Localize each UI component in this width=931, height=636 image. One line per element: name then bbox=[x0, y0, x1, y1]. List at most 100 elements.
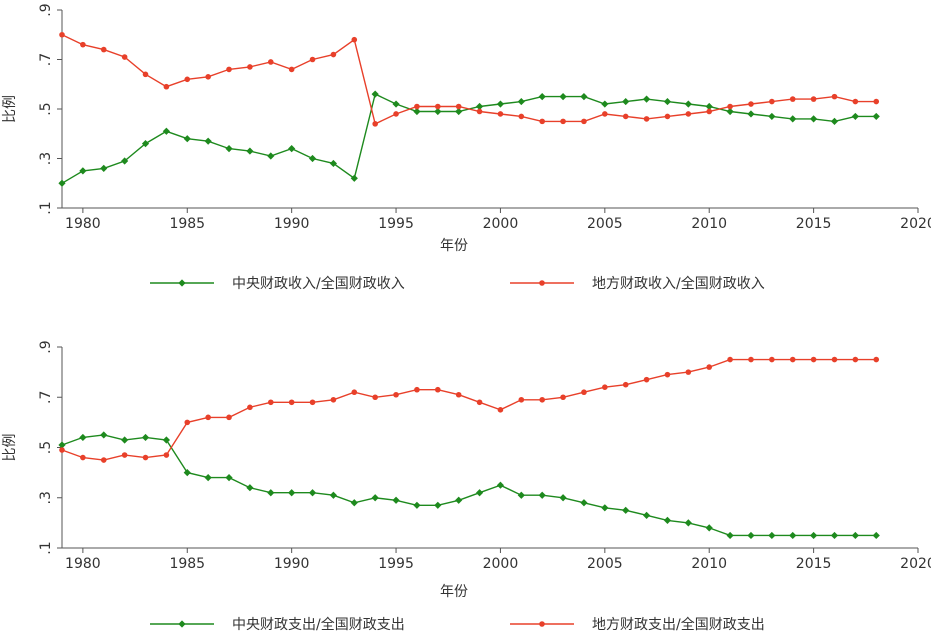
data-point bbox=[121, 54, 128, 60]
data-point bbox=[789, 115, 797, 123]
data-point bbox=[100, 164, 108, 172]
data-point bbox=[560, 394, 566, 401]
data-point bbox=[873, 98, 880, 105]
data-point bbox=[789, 356, 796, 363]
data-point bbox=[622, 113, 629, 120]
data-point bbox=[747, 110, 755, 118]
series-1 bbox=[58, 431, 880, 540]
data-point bbox=[58, 179, 66, 187]
x-tick-label: 1985 bbox=[169, 556, 205, 572]
data-point bbox=[872, 531, 880, 540]
data-point bbox=[184, 76, 191, 83]
y-tick-label: .7 bbox=[38, 53, 54, 66]
data-point bbox=[810, 531, 818, 540]
data-point bbox=[538, 93, 546, 101]
data-point bbox=[684, 519, 692, 527]
y-tick-label: .1 bbox=[38, 541, 54, 554]
data-point bbox=[414, 386, 420, 393]
data-point bbox=[267, 399, 274, 406]
data-point bbox=[309, 56, 316, 63]
data-point bbox=[329, 159, 338, 168]
series-1 bbox=[58, 90, 880, 187]
data-point bbox=[622, 506, 630, 514]
data-point bbox=[518, 396, 525, 403]
data-point bbox=[539, 118, 545, 125]
data-point bbox=[413, 501, 421, 509]
x-tick-label: 2005 bbox=[587, 216, 623, 232]
data-point bbox=[538, 491, 546, 499]
data-point bbox=[581, 389, 587, 396]
data-point bbox=[288, 66, 295, 73]
data-point bbox=[393, 391, 399, 398]
data-point bbox=[413, 107, 421, 116]
data-point bbox=[769, 98, 775, 105]
data-point bbox=[225, 145, 233, 153]
data-point bbox=[769, 356, 775, 363]
data-point bbox=[163, 452, 170, 458]
data-point bbox=[727, 356, 733, 363]
data-point bbox=[351, 36, 358, 43]
data-point bbox=[205, 74, 211, 80]
x-tick-label: 1980 bbox=[65, 216, 101, 232]
data-point bbox=[664, 113, 671, 120]
y-tick-label: .9 bbox=[38, 340, 54, 353]
data-point bbox=[517, 97, 525, 106]
data-point bbox=[205, 414, 211, 421]
data-point bbox=[831, 356, 838, 363]
data-point bbox=[350, 499, 358, 507]
data-point bbox=[371, 90, 379, 98]
y-axis-title: 比例 bbox=[2, 434, 18, 462]
data-point bbox=[476, 108, 483, 115]
data-point bbox=[267, 489, 275, 497]
legend-label: 中央财政收入/全国财政收入 bbox=[232, 275, 405, 292]
data-point bbox=[247, 404, 253, 411]
data-point bbox=[475, 489, 484, 497]
data-point bbox=[162, 436, 170, 444]
x-tick-label: 2005 bbox=[587, 556, 623, 572]
legend-entry-2: 地方财政支出/全国财政支出 bbox=[510, 616, 765, 633]
x-tick-label: 1980 bbox=[65, 556, 101, 572]
data-point bbox=[831, 93, 838, 100]
data-point bbox=[726, 107, 734, 116]
data-point bbox=[810, 96, 817, 102]
data-point bbox=[141, 140, 150, 148]
data-point bbox=[559, 93, 567, 101]
chart-panel-2: 1980 1985 1990 1995 2000 2005 2010 2015 2020 .1 .3… bbox=[2, 340, 931, 633]
data-point bbox=[204, 474, 212, 482]
data-point bbox=[309, 399, 316, 406]
series-line bbox=[61, 434, 877, 537]
data-point bbox=[183, 135, 191, 143]
data-point bbox=[79, 433, 87, 442]
data-point bbox=[602, 111, 608, 117]
data-point bbox=[581, 118, 587, 125]
x-tick-label: 2000 bbox=[483, 216, 519, 232]
data-point bbox=[163, 83, 170, 90]
data-point bbox=[705, 102, 713, 111]
data-point bbox=[246, 484, 254, 492]
legend-entry-2: 地方财政收入/全国财政收入 bbox=[510, 275, 765, 292]
data-point bbox=[308, 154, 317, 163]
data-point bbox=[455, 496, 463, 504]
data-point bbox=[329, 491, 338, 499]
data-point bbox=[810, 356, 817, 363]
data-point bbox=[372, 394, 378, 401]
data-point bbox=[580, 499, 588, 507]
x-tick-label: 1995 bbox=[378, 556, 414, 572]
data-point bbox=[455, 103, 462, 110]
data-point bbox=[267, 152, 275, 160]
data-point bbox=[392, 496, 400, 504]
series-2 bbox=[59, 356, 880, 463]
x-tick-label: 2020 bbox=[900, 556, 931, 572]
y-tick-label: .7 bbox=[38, 391, 54, 404]
data-point bbox=[79, 167, 87, 175]
data-point bbox=[684, 100, 692, 108]
data-point bbox=[789, 96, 796, 102]
data-point bbox=[371, 494, 379, 502]
x-tick-label: 1995 bbox=[378, 216, 414, 232]
data-point bbox=[851, 112, 859, 121]
data-point bbox=[852, 356, 859, 363]
data-point bbox=[747, 531, 755, 540]
y-tick-label: .1 bbox=[38, 201, 54, 214]
data-point bbox=[226, 66, 232, 73]
data-point bbox=[602, 384, 608, 391]
